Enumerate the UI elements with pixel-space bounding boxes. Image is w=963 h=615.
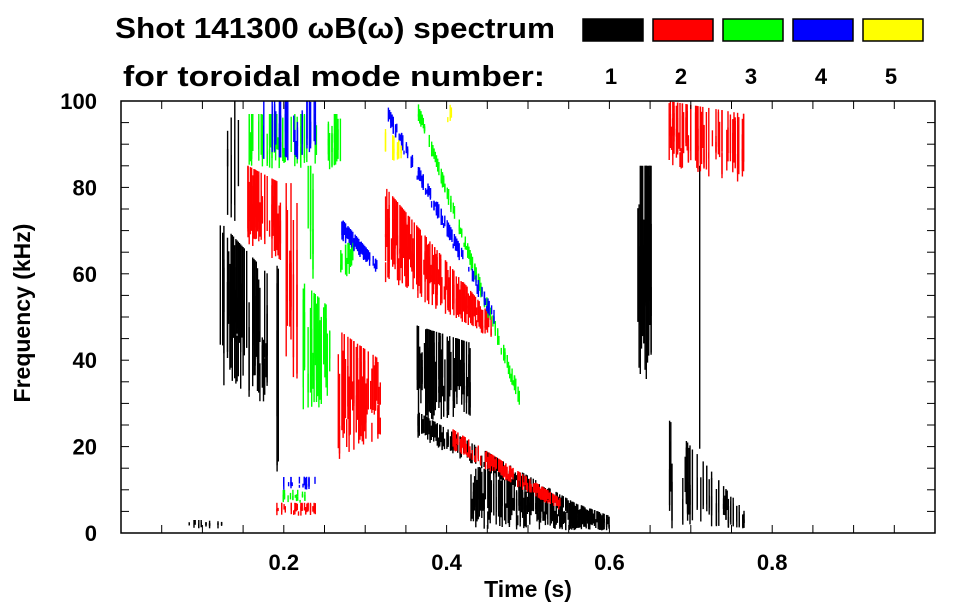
y-tick-label: 100 <box>60 89 97 114</box>
x-tick-label: 0.4 <box>431 550 462 575</box>
legend-swatch-mode-4 <box>792 18 854 42</box>
legend: 1 2 3 4 5 <box>582 18 924 89</box>
y-tick-label: 40 <box>73 348 97 373</box>
legend-label-mode-2: 2 <box>675 64 687 89</box>
legend-label-mode-5: 5 <box>885 64 897 89</box>
y-tick-label: 20 <box>73 435 97 460</box>
legend-label-mode-4: 4 <box>815 64 828 89</box>
x-tick-label: 0.8 <box>757 550 788 575</box>
legend-label-mode-1: 1 <box>605 64 617 89</box>
chart-subtitle: for toroidal mode number: <box>123 61 545 93</box>
y-tick-label: 0 <box>85 521 97 546</box>
chart-title: Shot 141300 ωB(ω) spectrum <box>115 13 555 45</box>
x-tick-label: 0.6 <box>594 550 625 575</box>
legend-swatch-mode-5 <box>862 18 924 42</box>
legend-swatch-mode-1 <box>582 18 644 42</box>
legend-label-mode-3: 3 <box>745 64 757 89</box>
y-axis-label: Frequency (kHz) <box>9 224 35 403</box>
x-tick-label: 0.2 <box>269 550 300 575</box>
axes: 0.2 0.4 0.6 0.8 0 20 40 60 80 100 <box>60 89 936 575</box>
x-axis-label: Time (s) <box>484 576 572 602</box>
spectrum-marks <box>188 101 745 531</box>
legend-swatch-mode-3 <box>722 18 784 42</box>
y-tick-label: 80 <box>73 175 97 200</box>
legend-swatch-mode-2 <box>652 18 714 42</box>
y-tick-label: 60 <box>73 262 97 287</box>
